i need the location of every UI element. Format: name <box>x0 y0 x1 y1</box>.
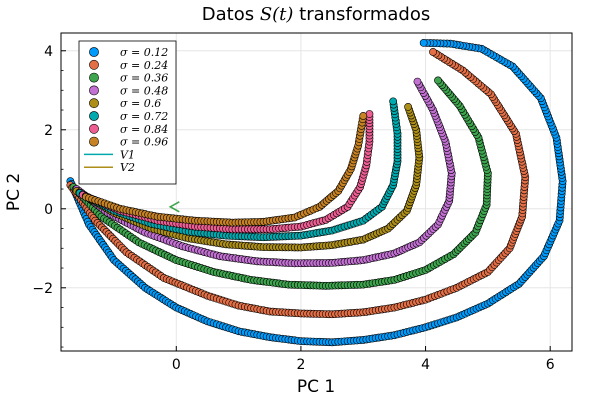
x-axis-title: PC 1 <box>297 377 335 397</box>
legend-label: V2 <box>120 161 135 174</box>
legend-label: σ = 0.36 <box>120 72 168 85</box>
y-axis-title: PC 2 <box>4 173 24 211</box>
direction-arrow <box>168 201 180 213</box>
legend-label: σ = 0.12 <box>120 46 168 59</box>
plot-frame <box>60 32 573 352</box>
legend-marker <box>89 111 99 121</box>
y-tick-label: 0 <box>44 202 53 218</box>
data-point <box>429 48 437 56</box>
legend-label: σ = 0.84 <box>120 123 168 136</box>
legend-label: σ = 0.72 <box>120 110 168 123</box>
data-point <box>389 97 398 106</box>
x-tick-label: 4 <box>421 357 430 373</box>
legend: σ = 0.12σ = 0.24σ = 0.36σ = 0.48σ = 0.6σ… <box>78 40 177 185</box>
legend-label: σ = 0.6 <box>120 97 161 110</box>
legend-marker <box>89 59 99 70</box>
legend-label: σ = 0.96 <box>120 136 168 149</box>
legend-marker <box>89 47 99 57</box>
chart-title: Datos S(t) transformados <box>202 4 430 25</box>
legend-marker <box>89 123 99 134</box>
legend-label: σ = 0.24 <box>120 59 168 72</box>
data-point <box>419 38 428 47</box>
x-tick-label: 2 <box>296 357 305 373</box>
data-point <box>434 76 442 85</box>
data-point <box>413 77 422 86</box>
y-tick-label: 2 <box>44 123 53 139</box>
legend-marker <box>89 85 99 96</box>
series-7 <box>82 112 368 227</box>
legend-label: V1 <box>120 148 135 161</box>
legend-marker <box>89 98 99 109</box>
series-layer <box>66 38 567 347</box>
data-point <box>359 112 368 120</box>
x-tick-label: 6 <box>546 357 555 373</box>
ticks: 0 2 4 6 −2 0 2 4 <box>32 44 554 373</box>
y-tick-label: −2 <box>32 281 53 297</box>
series-0 <box>66 38 567 347</box>
legend-label: σ = 0.48 <box>120 84 168 97</box>
data-point <box>404 102 413 111</box>
x-tick-label: 0 <box>172 357 181 373</box>
y-tick-label: 4 <box>44 44 53 60</box>
legend-marker <box>89 136 99 147</box>
series-1 <box>66 48 530 319</box>
legend-marker <box>89 72 99 83</box>
